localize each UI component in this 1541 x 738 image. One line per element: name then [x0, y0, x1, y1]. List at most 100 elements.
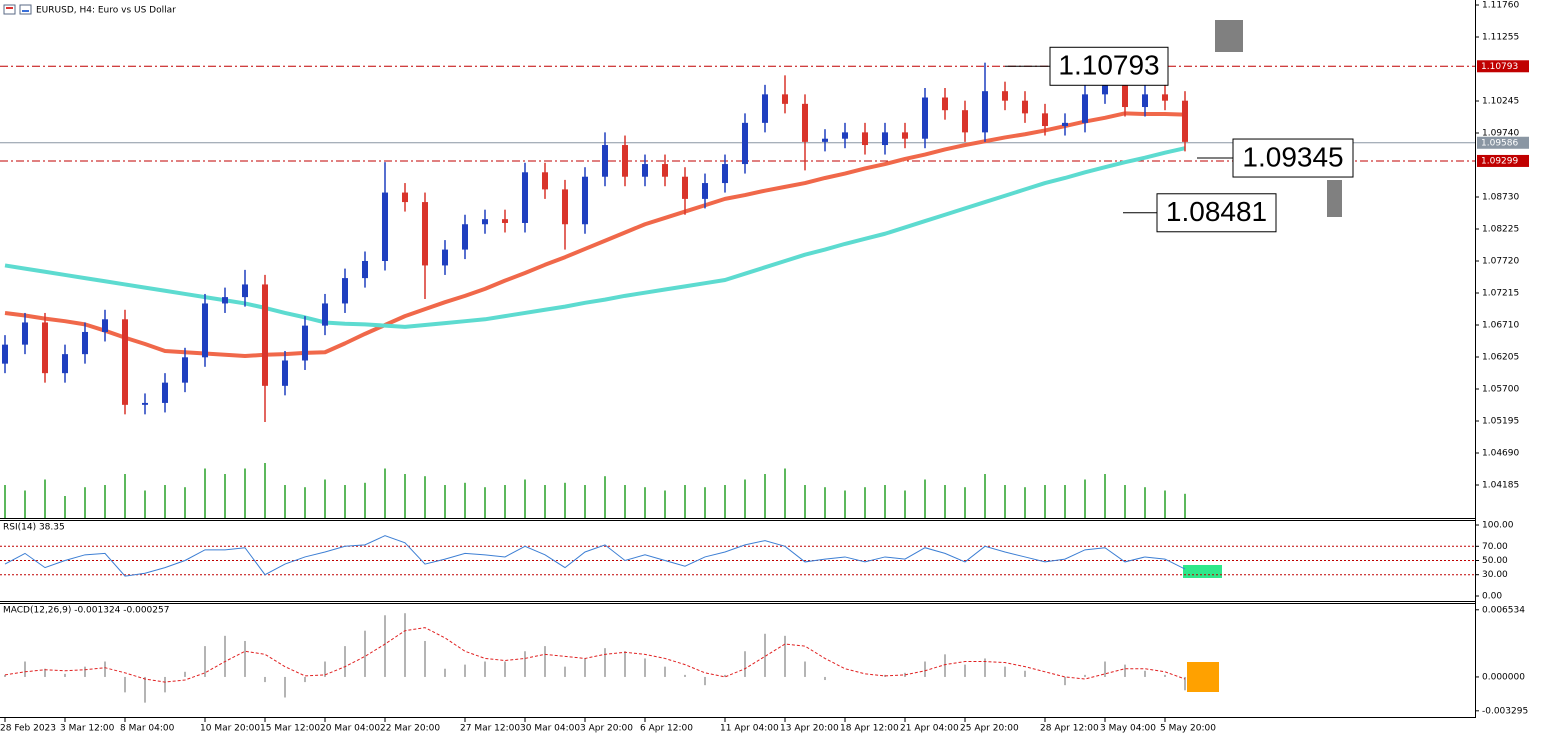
macd-bar: [1144, 670, 1146, 677]
x-tick-label: 20 Mar 04:00: [320, 724, 380, 734]
macd-bar: [124, 676, 126, 693]
y-tick-label: 1.06205: [1482, 352, 1519, 362]
candle-body: [722, 164, 728, 184]
macd-bar: [704, 676, 706, 686]
volume-bar: [224, 474, 226, 518]
y-tick-label: 1.05195: [1482, 416, 1519, 426]
candle-body: [442, 249, 448, 266]
candle-body: [162, 382, 168, 403]
macd-bar: [244, 640, 246, 677]
macd-bar: [44, 668, 46, 677]
volume-bar: [604, 476, 606, 518]
x-tick-label: 22 Mar 20:00: [380, 724, 440, 734]
macd-bar: [604, 648, 606, 677]
candle-body: [102, 319, 108, 332]
macd-bar: [284, 676, 286, 698]
volume-bar: [304, 487, 306, 518]
x-tick-label: 11 Apr 04:00: [720, 724, 779, 734]
level-price-box: [1477, 60, 1529, 73]
candle-body: [322, 303, 328, 326]
x-tick-label: 8 Mar 04:00: [120, 724, 175, 734]
volume-bar: [744, 479, 746, 518]
volume-bar: [804, 485, 806, 518]
annotation-box: [1232, 138, 1354, 178]
x-tick-label: 3 May 04:00: [1100, 724, 1156, 734]
candle-body: [602, 145, 608, 177]
macd-bar: [324, 661, 326, 677]
macd-bar: [964, 664, 966, 677]
x-tick-label: 13 Apr 20:00: [780, 724, 839, 734]
volume-bar: [504, 485, 506, 518]
volume-bar: [104, 485, 106, 518]
volume-bar: [84, 487, 86, 518]
volume-bar: [1164, 490, 1166, 518]
macd-bar: [524, 651, 526, 677]
macd-bar: [804, 661, 806, 677]
macd-bar: [624, 651, 626, 677]
y-tick-label: 1.09740: [1482, 129, 1519, 139]
macd-bar: [824, 676, 826, 681]
volume-bar: [544, 485, 546, 518]
macd-bar: [924, 661, 926, 677]
symbol-icons: [3, 4, 32, 15]
macd-bar: [584, 658, 586, 677]
icon: [22, 10, 29, 12]
candle-body: [262, 284, 268, 386]
candle-body: [82, 331, 88, 355]
volume-bar: [624, 485, 626, 518]
volume-bar: [1144, 487, 1146, 518]
candle-body: [182, 357, 188, 383]
macd-title: MACD(12,26,9) -0.001324 -0.000257: [3, 606, 169, 616]
candle-body: [982, 91, 988, 133]
candle-body: [582, 176, 588, 225]
candle-body: [1002, 91, 1008, 101]
rsi-line: [4, 535, 1186, 577]
macd-bar: [564, 666, 566, 677]
volume-bar: [984, 474, 986, 518]
y-tick-label: 70.00: [1482, 542, 1508, 552]
volume-bar: [1104, 474, 1106, 518]
y-tick-label: 1.04185: [1482, 480, 1519, 490]
volume-bar: [364, 482, 366, 518]
candle-body: [542, 172, 548, 190]
volume-bar: [1004, 485, 1006, 518]
volume-bar: [864, 487, 866, 518]
candle-body: [562, 189, 568, 225]
macd-bar: [404, 613, 406, 677]
macd-bar: [984, 658, 986, 677]
macd-bar: [1164, 674, 1166, 677]
candle-body: [142, 402, 148, 405]
candle-body: [282, 360, 288, 386]
macd-bar: [1024, 670, 1026, 677]
volume-bar: [584, 485, 586, 518]
volume-bar: [1064, 485, 1066, 518]
macd-bar: [1064, 676, 1066, 686]
current-price-label: 1.09586: [1481, 138, 1518, 148]
annotation-label: 1.10793: [1058, 50, 1159, 81]
macd-bar: [204, 646, 206, 677]
candle-body: [302, 325, 308, 361]
volume-bar: [464, 482, 466, 518]
macd-bar: [764, 633, 766, 677]
marker-box: [1215, 20, 1243, 52]
y-tick-label: 30.00: [1482, 570, 1508, 580]
volume-bar: [4, 485, 6, 518]
candle-body: [802, 103, 808, 142]
chart-title: EURUSD, H4: Euro vs US Dollar: [36, 6, 176, 16]
candle-body: [962, 110, 968, 133]
macd-signal: [4, 627, 1186, 683]
volume-bar: [164, 485, 166, 518]
volume-bar: [44, 479, 46, 518]
x-tick-label: 10 Mar 20:00: [200, 724, 260, 734]
candle-body: [222, 297, 228, 304]
volume-bar: [524, 479, 526, 518]
level-price-box: [1477, 154, 1529, 167]
candle-body: [1122, 78, 1128, 108]
rsi-title: RSI(14) 38.35: [3, 523, 65, 533]
macd-bar: [544, 646, 546, 677]
volume-bar: [1124, 485, 1126, 518]
macd-bar: [724, 674, 726, 677]
macd-bar: [164, 676, 166, 693]
